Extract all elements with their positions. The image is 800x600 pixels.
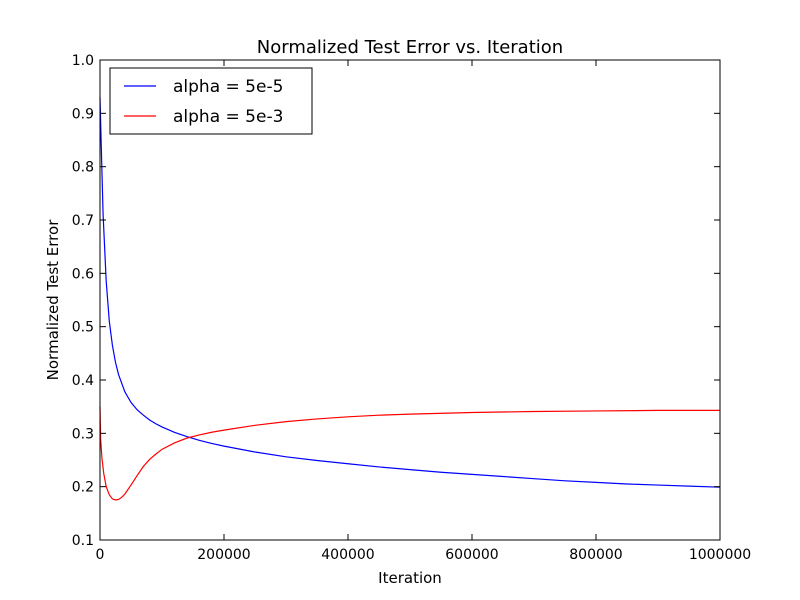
series-line-2 xyxy=(99,406,720,501)
x-tick-label: 0 xyxy=(96,547,105,563)
x-axis-label: Iteration xyxy=(378,569,442,587)
y-tick-label: 0.6 xyxy=(72,266,94,282)
y-tick-label: 0.8 xyxy=(72,160,94,176)
x-tick-label: 1000000 xyxy=(689,547,751,563)
y-tick-label: 0.7 xyxy=(72,213,94,229)
y-tick-label: 0.5 xyxy=(72,320,94,336)
plot-area-frame xyxy=(99,59,721,541)
legend-box xyxy=(109,67,313,135)
legend-label-series-1: alpha = 5e-5 xyxy=(173,77,283,97)
x-tick-label: 600000 xyxy=(445,547,498,563)
x-tick-label: 800000 xyxy=(569,547,622,563)
y-axis-label: Normalized Test Error xyxy=(44,219,62,381)
y-tick-label: 0.2 xyxy=(72,480,94,496)
y-tick-label: 0.1 xyxy=(72,533,94,549)
legend-label-series-2: alpha = 5e-3 xyxy=(173,107,283,127)
legend: alpha = 5e-5 alpha = 5e-3 xyxy=(109,67,313,135)
plot-lines xyxy=(99,97,721,501)
x-tick-label: 400000 xyxy=(321,547,374,563)
y-tick-labels: 0.1 0.2 0.3 0.4 0.5 0.6 0.7 0.8 0.9 1.0 xyxy=(72,53,94,549)
series-line-1 xyxy=(99,97,721,488)
x-tick-labels: 0 200000 400000 600000 800000 1000000 xyxy=(96,547,752,563)
y-tick-label: 0.9 xyxy=(72,106,94,122)
y-tick-label: 0.3 xyxy=(72,426,94,442)
y-tick-label: 0.4 xyxy=(72,373,94,389)
x-tick-label: 200000 xyxy=(197,547,250,563)
y-tick-label: 1.0 xyxy=(72,53,94,69)
chart-title: Normalized Test Error vs. Iteration xyxy=(257,37,563,58)
